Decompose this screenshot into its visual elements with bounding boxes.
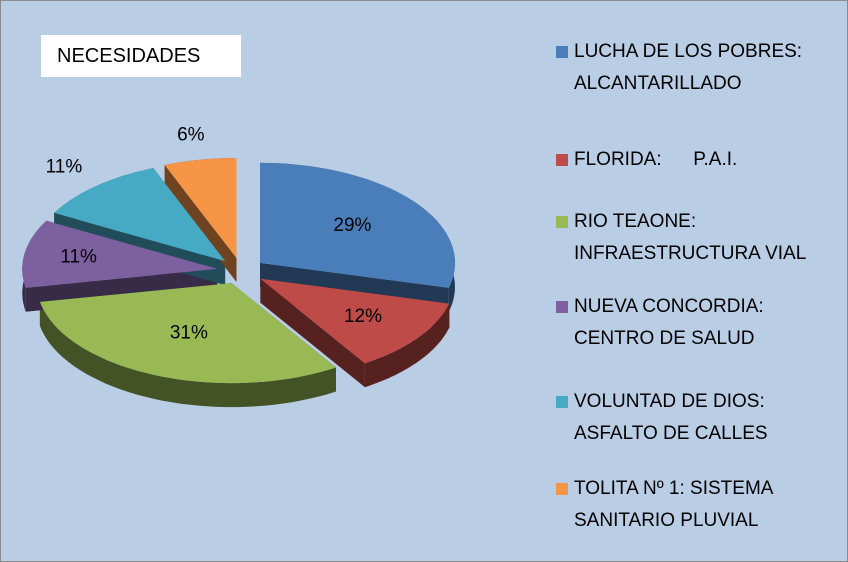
legend-swatch xyxy=(556,216,568,228)
slice xyxy=(260,162,455,288)
data-label: 6% xyxy=(177,124,205,145)
legend-swatch xyxy=(556,301,568,313)
slice-wall xyxy=(260,278,365,388)
data-label: 29% xyxy=(333,215,371,236)
legend-swatch xyxy=(556,483,568,495)
data-label: 11% xyxy=(60,247,97,268)
legend-label: LUCHA DE LOS POBRES: ALCANTARILLADO xyxy=(574,41,807,94)
legend-item: VOLUNTAD DE DIOS: ASFALTO DE CALLES xyxy=(556,386,826,450)
legend-item: FLORIDA: P.A.I. xyxy=(556,144,826,176)
legend-label: RIO TEAONE: INFRAESTRUCTURA VIAL xyxy=(574,211,807,264)
slice-side xyxy=(364,303,450,388)
chart-title: NECESIDADES xyxy=(41,35,241,77)
legend-item: LUCHA DE LOS POBRES: ALCANTARILLADO xyxy=(556,36,826,100)
legend-swatch xyxy=(556,396,568,408)
slice xyxy=(54,168,226,262)
legend-swatch xyxy=(556,154,568,166)
slice xyxy=(260,278,450,364)
slice xyxy=(39,283,337,384)
legend-swatch xyxy=(556,46,568,58)
legend-item: NUEVA CONCORDIA: CENTRO DE SALUD xyxy=(556,291,826,355)
legend-label: NUEVA CONCORDIA: CENTRO DE SALUD xyxy=(574,296,769,349)
legend-item: RIO TEAONE: INFRAESTRUCTURA VIAL xyxy=(556,206,826,270)
legend-label: VOLUNTAD DE DIOS: ASFALTO DE CALLES xyxy=(574,391,769,444)
legend-label: FLORIDA: P.A.I. xyxy=(574,149,738,170)
data-label: 11% xyxy=(46,156,83,177)
legend-item: TOLITA Nº 1: SISTEMA SANITARIO PLUVIAL xyxy=(556,473,826,537)
slice xyxy=(22,220,218,288)
data-label: 31% xyxy=(170,323,208,344)
slice xyxy=(164,158,237,258)
legend-label: TOLITA Nº 1: SISTEMA SANITARIO PLUVIAL xyxy=(574,478,778,531)
slice-side xyxy=(39,301,337,408)
data-label: 12% xyxy=(344,306,382,327)
